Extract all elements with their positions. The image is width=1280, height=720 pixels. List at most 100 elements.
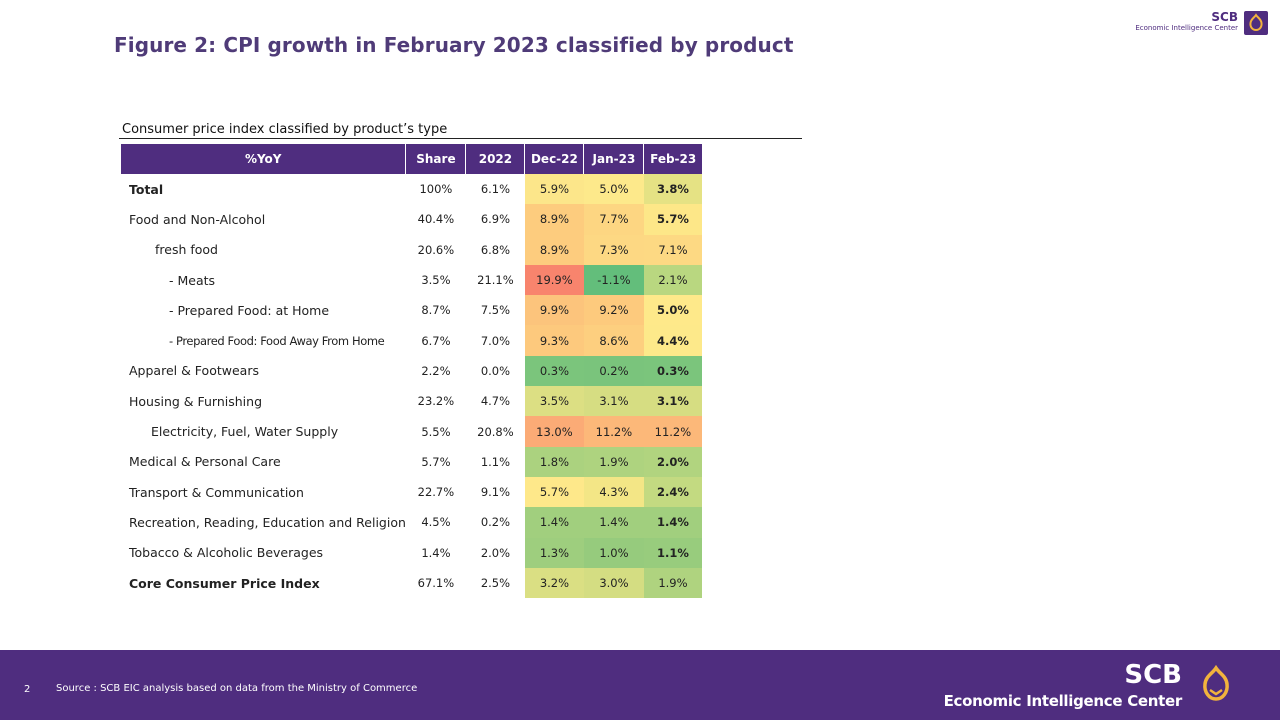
cell-feb23: 2.0% [643,446,702,477]
cell-share: 1.4% [405,537,466,568]
table-row: Food and Non-Alcohol 40.4% 6.9% 8.9% 7.7… [121,204,702,235]
source-note: Source : SCB EIC analysis based on data … [56,683,418,694]
header-2022: 2022 [465,144,526,174]
cell-2022: 1.1% [465,446,525,477]
cell-feb23: 1.1% [643,537,702,568]
cell-share: 22.7% [405,476,466,508]
cell-feb23: 4.4% [643,325,702,356]
table-caption: Consumer price index classified by produ… [122,122,448,137]
cell-jan23: 3.1% [583,386,644,417]
cell-share: 20.6% [405,234,466,265]
cell-feb23: 2.4% [643,476,702,508]
cell-2022: 6.1% [465,174,525,205]
cell-share: 100% [405,174,466,205]
cell-share: 40.4% [405,204,466,235]
table-row: Apparel & Footwears 2.2% 0.0% 0.3% 0.2% … [121,355,702,387]
footer-logo-brand: SCB [1124,660,1182,690]
cell-2022: 4.7% [465,386,525,417]
header-feb23: Feb-23 [643,144,702,174]
cell-2022: 20.8% [465,416,525,447]
cell-jan23: 8.6% [583,325,644,356]
cell-feb23: 1.9% [643,567,702,599]
table-row: Housing & Furnishing 23.2% 4.7% 3.5% 3.1… [121,386,702,417]
cell-dec22: 1.4% [524,507,584,538]
page-number: 2 [24,684,31,695]
header-jan23: Jan-23 [583,144,645,174]
cell-jan23: 5.0% [583,174,644,205]
cell-share: 4.5% [405,507,466,538]
cell-dec22: 9.9% [524,295,584,326]
cell-share: 5.5% [405,416,466,447]
cell-dec22: 8.9% [524,234,584,265]
cell-jan23: 9.2% [583,295,644,326]
table-header-row: %YoY Share 2022 Dec-22 Jan-23 Feb-23 [121,144,702,174]
cell-dec22: 9.3% [524,325,584,356]
footer-bar: 2 Source : SCB EIC analysis based on dat… [0,650,1280,720]
cell-jan23: 1.4% [583,507,644,538]
cell-feb23: 5.7% [643,204,702,235]
scb-emblem-icon [1196,664,1236,704]
row-label: Electricity, Fuel, Water Supply [151,424,339,440]
table-row: - Prepared Food: Food Away From Home 6.7… [121,325,702,356]
cell-dec22: 13.0% [524,416,584,447]
cell-jan23: 7.3% [583,234,644,265]
cell-dec22: 5.7% [524,476,584,508]
cell-share: 6.7% [405,325,466,356]
table-row: - Meats 3.5% 21.1% 19.9% -1.1% 2.1% [121,264,702,296]
header-logo-subtitle: Economic Intelligence Center [1135,24,1238,32]
table-row: Transport & Communication 22.7% 9.1% 5.7… [121,476,702,508]
cell-feb23: 3.8% [643,174,702,205]
cell-share: 8.7% [405,295,466,326]
cell-2022: 7.5% [465,295,525,326]
cell-dec22: 8.9% [524,204,584,235]
cell-share: 3.5% [405,264,466,296]
cell-jan23: 4.3% [583,476,644,508]
cell-dec22: 1.3% [524,537,584,568]
row-label: Medical & Personal Care [129,454,281,470]
footer-logo-subtitle: Economic Intelligence Center [943,692,1183,710]
cell-feb23: 3.1% [643,386,702,417]
cell-dec22: 19.9% [524,264,584,296]
caption-underline [119,138,802,139]
row-label: Housing & Furnishing [129,393,263,409]
scb-emblem-icon [1244,11,1268,35]
row-label: Apparel & Footwears [129,363,259,379]
cell-share: 2.2% [405,355,466,387]
cell-jan23: -1.1% [583,264,644,296]
table-row: - Prepared Food: at Home 8.7% 7.5% 9.9% … [121,295,702,326]
cell-jan23: 1.0% [583,537,644,568]
cell-share: 67.1% [405,567,466,599]
row-label: Core Consumer Price Index [129,575,320,591]
cell-feb23: 0.3% [643,355,702,387]
table-row: Recreation, Reading, Education and Relig… [121,507,702,538]
row-label: Recreation, Reading, Education and Relig… [129,514,406,530]
cell-2022: 2.5% [465,567,525,599]
footer-logo: SCB Economic Intelligence Center [944,660,1236,712]
cell-2022: 0.2% [465,507,525,538]
table-row: Tobacco & Alcoholic Beverages 1.4% 2.0% … [121,537,702,568]
cell-2022: 9.1% [465,476,525,508]
row-label: - Prepared Food: at Home [169,302,330,318]
cell-2022: 6.9% [465,204,525,235]
header-logo-brand: SCB [1211,10,1238,24]
cell-dec22: 1.8% [524,446,584,477]
cell-feb23: 11.2% [643,416,702,447]
cell-feb23: 1.4% [643,507,702,538]
cell-jan23: 11.2% [583,416,644,447]
cell-2022: 21.1% [465,264,525,296]
header-yoy: %YoY [121,144,407,174]
cell-dec22: 5.9% [524,174,584,205]
cell-dec22: 0.3% [524,355,584,387]
row-label: Transport & Communication [129,484,304,500]
cell-jan23: 3.0% [583,567,644,599]
table-row: Core Consumer Price Index 67.1% 2.5% 3.2… [121,567,702,599]
header-logo: SCB Economic Intelligence Center [1135,10,1268,37]
cell-jan23: 1.9% [583,446,644,477]
row-label: Food and Non-Alcohol [129,211,266,227]
cell-feb23: 7.1% [643,234,702,265]
cell-feb23: 5.0% [643,295,702,326]
cell-dec22: 3.2% [524,567,584,599]
row-label: fresh food [155,242,218,258]
page-title: Figure 2: CPI growth in February 2023 cl… [114,33,794,57]
cell-jan23: 0.2% [583,355,644,387]
